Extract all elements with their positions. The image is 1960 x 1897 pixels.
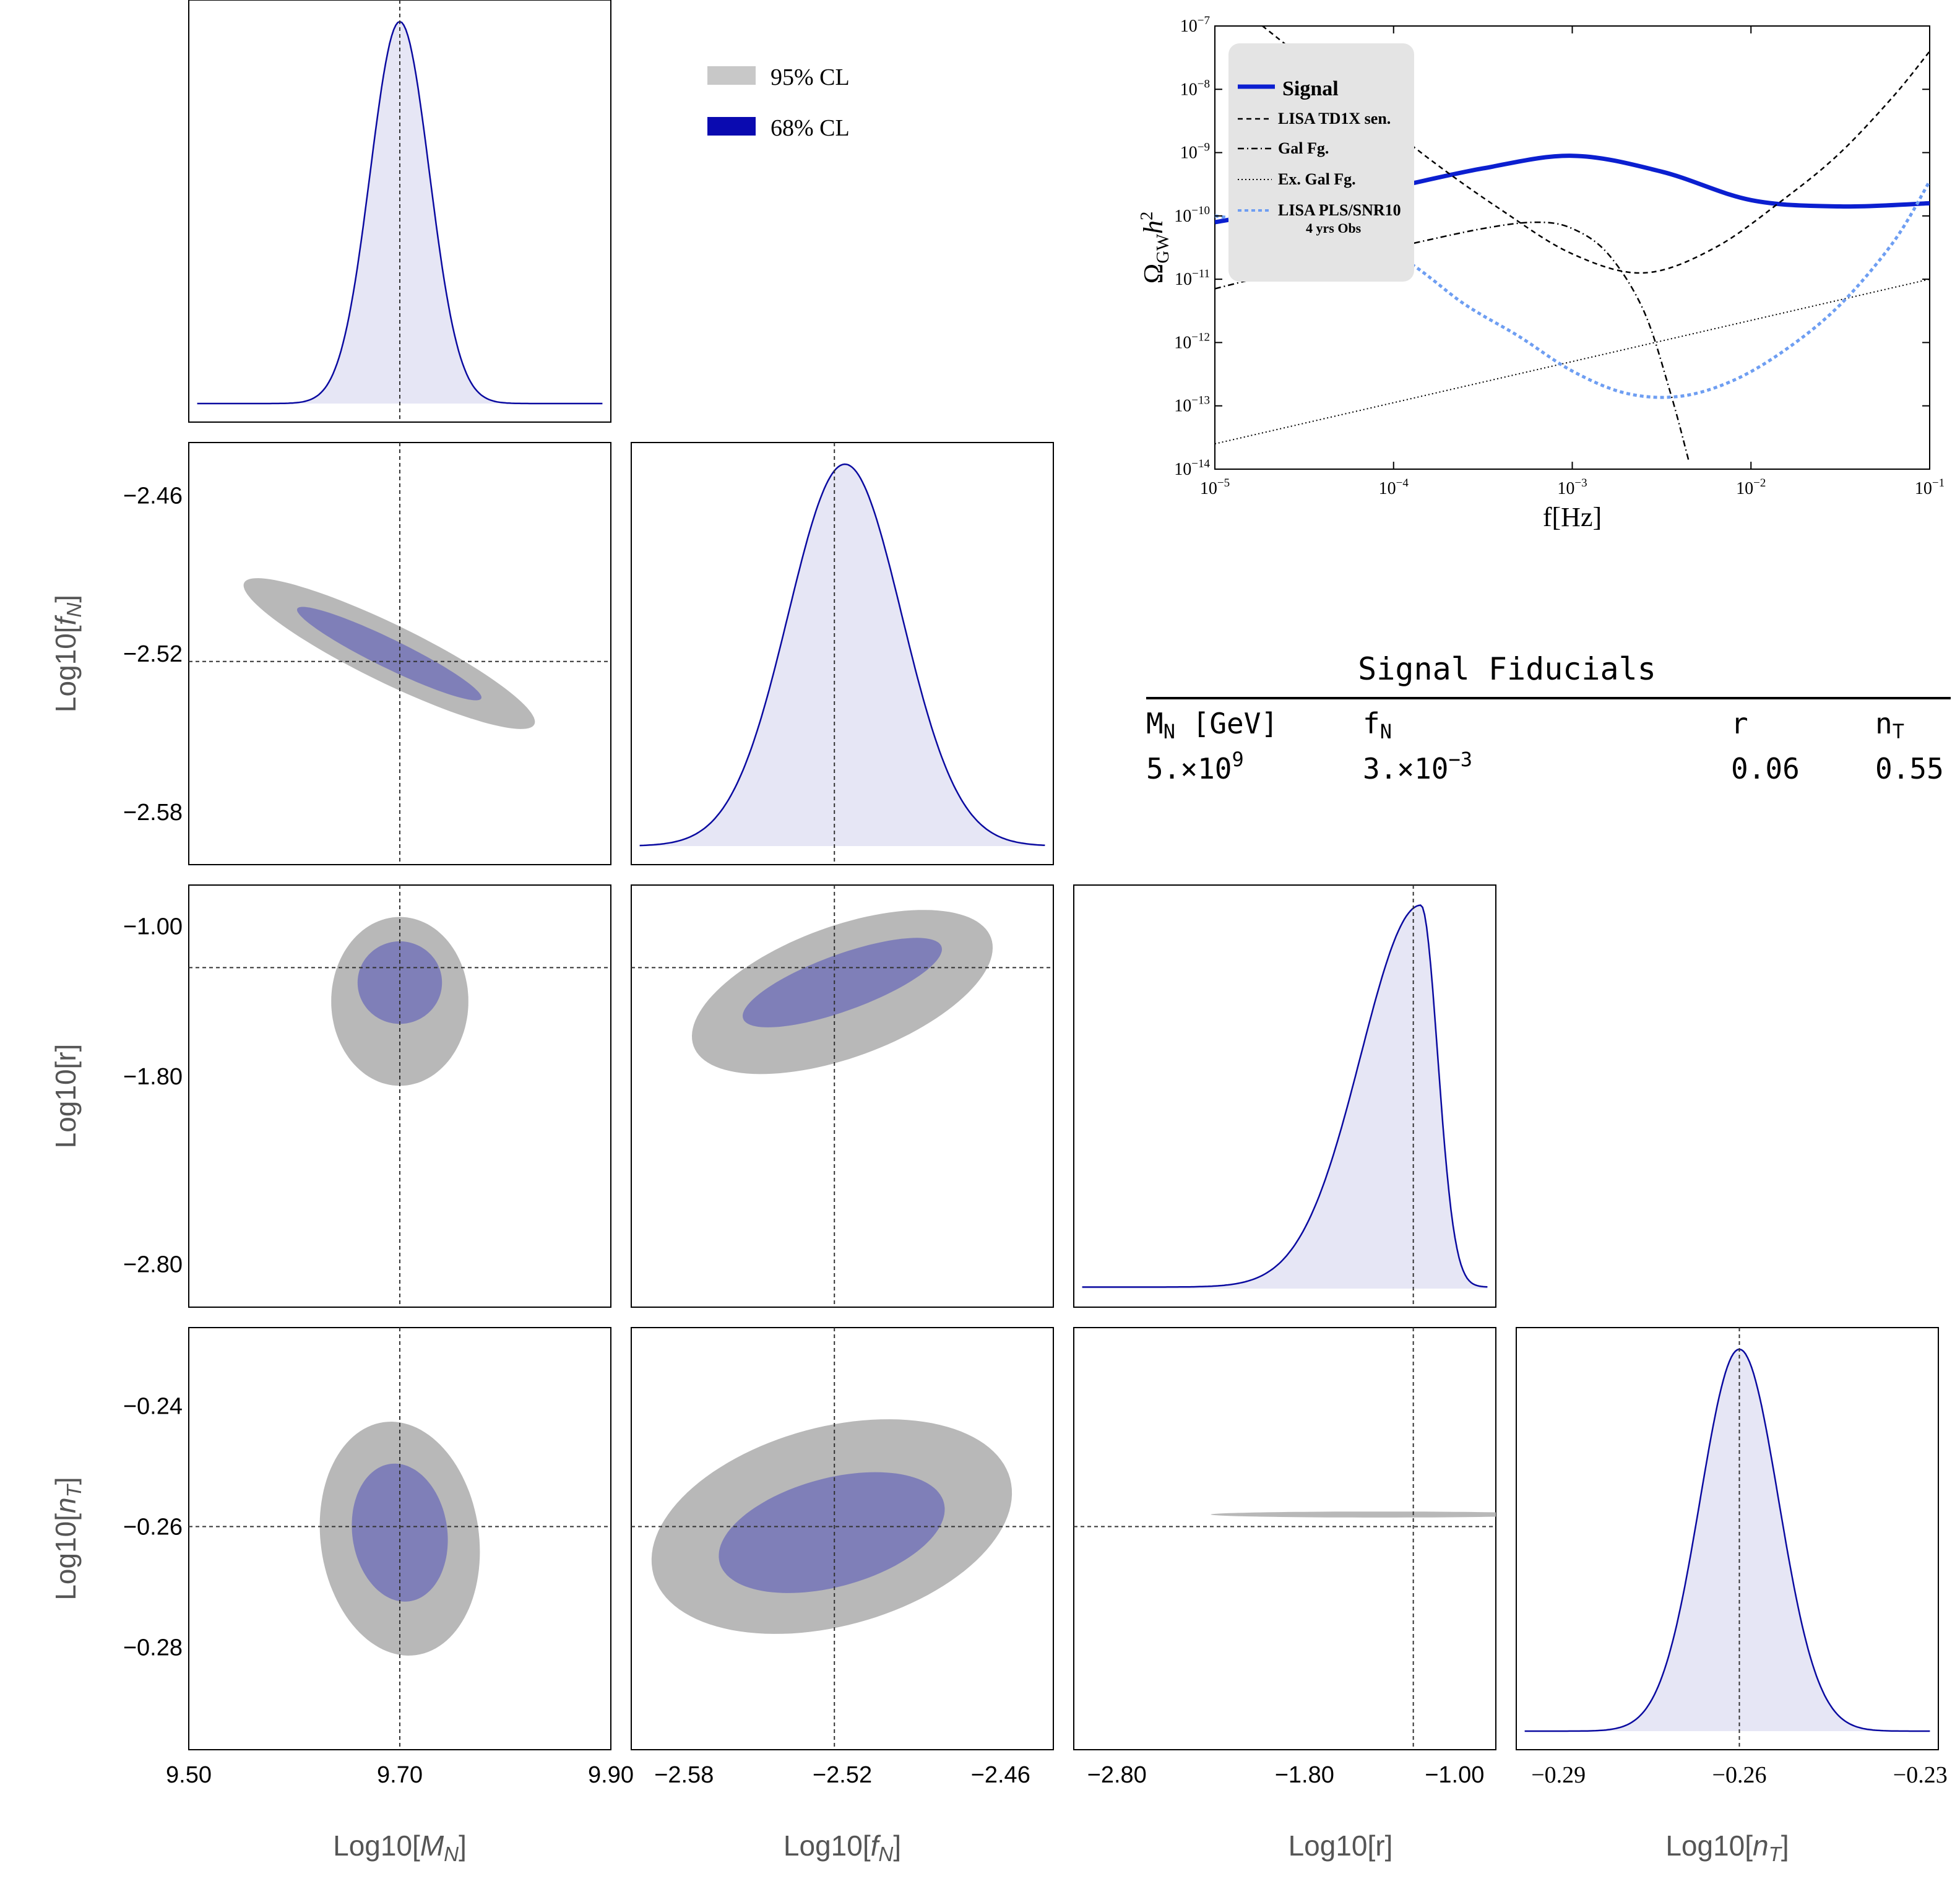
x-tick-label: 10−4 (1379, 477, 1409, 498)
contour-panel-r-nT (1073, 1327, 1496, 1750)
x-tick-label: −0.23 (1893, 1762, 1948, 1788)
x-axis-label: Log10[MN] (333, 1830, 467, 1866)
marginal-fill (1082, 905, 1488, 1289)
y-axis-label: Log10[nT] (50, 1477, 86, 1600)
table-header: MN [GeV] (1146, 707, 1278, 743)
y-axis-label: Log10[fN] (50, 595, 86, 712)
gw-y-axis-label: ΩGWh2 (1138, 212, 1173, 284)
x-tick-label: −2.58 (654, 1762, 714, 1788)
contour-panel-fN-r (631, 884, 1054, 1308)
y-tick-label: −1.80 (123, 1064, 183, 1090)
marginal-panel-fN (631, 442, 1054, 865)
table-header: r (1731, 707, 1748, 740)
table-value: 0.55 (1875, 752, 1944, 785)
x-tick-label: 9.50 (166, 1762, 212, 1788)
y-tick-label: 10−13 (1174, 394, 1210, 416)
y-tick-label: 10−12 (1174, 331, 1210, 352)
gw-x-axis-label: f[Hz] (1543, 502, 1602, 532)
marginal-panel-nT (1516, 1327, 1939, 1750)
contour-68 (743, 938, 942, 1027)
y-tick-label: −0.24 (123, 1394, 183, 1420)
y-tick-label: −2.58 (123, 800, 183, 826)
x-tick-label: 10−5 (1200, 477, 1230, 498)
table-value: 0.06 (1731, 752, 1800, 785)
contour-68 (297, 607, 481, 701)
marginal-curve (1082, 904, 1488, 1288)
corner-legend: 95% CL 68% CL (707, 64, 850, 141)
table-header: nT (1875, 707, 1904, 743)
table-value: 3.×10−3 (1363, 748, 1472, 785)
legend-label: 95% CL (771, 64, 850, 90)
y-tick-label: −0.28 (123, 1635, 183, 1661)
x-tick-label: 9.90 (588, 1762, 634, 1788)
gw-legend-label: LISA TD1X sen. (1278, 110, 1391, 127)
x-tick-label: −2.80 (1087, 1762, 1147, 1788)
y-tick-label: −2.52 (123, 641, 183, 667)
contour-95 (1211, 1511, 1496, 1518)
x-tick-label: 10−1 (1915, 477, 1945, 498)
gw-legend-label: LISA PLS/SNR10 (1278, 201, 1401, 219)
contour-panel-MN-fN (188, 442, 611, 865)
table-title: Signal Fiducials (1358, 651, 1656, 687)
gw-legend-label: Ex. Gal Fg. (1278, 170, 1356, 188)
x-tick-label: −1.00 (1425, 1762, 1484, 1788)
contour-panel-MN-r (188, 884, 611, 1308)
series-ex-gal-fg- (1215, 279, 1930, 445)
x-axis-label: Log10[nT] (1665, 1830, 1789, 1866)
contour-panel-fN-nT (631, 1327, 1054, 1750)
x-tick-label: 10−3 (1557, 477, 1587, 498)
gw-legend-label: Signal (1282, 77, 1339, 100)
marginal-panel-MN (188, 0, 611, 423)
y-tick-label: −2.80 (123, 1251, 183, 1277)
y-tick-label: 10−11 (1175, 267, 1210, 289)
x-tick-label: 9.70 (377, 1762, 423, 1788)
signal-fiducials-table: Signal Fiducials MN [GeV] 5.×109 fN 3.×10−3 r… (1146, 651, 1951, 785)
x-axis-label: Log10[fN] (784, 1830, 901, 1866)
gw-legend-label: Gal Fg. (1278, 139, 1329, 157)
y-tick-label: −2.46 (123, 483, 183, 509)
y-tick-label: 10−7 (1180, 14, 1210, 36)
series-gal-fg- (1215, 221, 1690, 460)
x-tick-label: −2.52 (813, 1762, 872, 1788)
marginal-curve (1524, 1348, 1930, 1732)
marginal-curve (639, 463, 1045, 847)
table-header: fN (1363, 707, 1392, 743)
y-tick-label: −0.26 (123, 1515, 183, 1541)
x-tick-label: 10−2 (1736, 477, 1766, 498)
x-tick-label: −0.26 (1712, 1762, 1767, 1788)
y-axis-label: Log10[r] (50, 1044, 82, 1149)
x-axis-label: Log10[r] (1289, 1830, 1393, 1862)
contour-panel-MN-nT (188, 1327, 611, 1750)
panel-frame (1073, 1327, 1496, 1750)
legend-swatch (707, 117, 756, 136)
y-tick-label: 10−14 (1174, 457, 1210, 479)
marginal-fill (639, 464, 1045, 846)
gw-legend: Signal LISA TD1X sen. Gal Fg. Ex. Gal Fg. LI… (1228, 43, 1414, 282)
gw-spectrum-chart: 10−5 10−4 10−3 10−2 10−1 10−14 10−13 10−12 10−11… (1138, 14, 1945, 532)
x-tick-label: −1.80 (1275, 1762, 1334, 1788)
legend-swatch (707, 66, 756, 85)
y-tick-label: 10−8 (1180, 77, 1210, 99)
contour-68 (719, 1472, 945, 1593)
y-tick-label: −1.00 (123, 914, 183, 940)
y-tick-label: 10−9 (1180, 141, 1210, 163)
marginal-fill (1524, 1349, 1930, 1731)
marginal-panel-r (1073, 884, 1496, 1308)
x-tick-label: −2.46 (971, 1762, 1030, 1788)
gw-legend-label-line2: 4 yrs Obs (1306, 220, 1362, 236)
y-tick-label: 10−10 (1174, 204, 1210, 226)
gw-legend-box (1228, 43, 1414, 282)
table-value: 5.×109 (1146, 748, 1244, 785)
x-tick-label: −0.29 (1531, 1762, 1586, 1788)
legend-label: 68% CL (771, 115, 850, 141)
